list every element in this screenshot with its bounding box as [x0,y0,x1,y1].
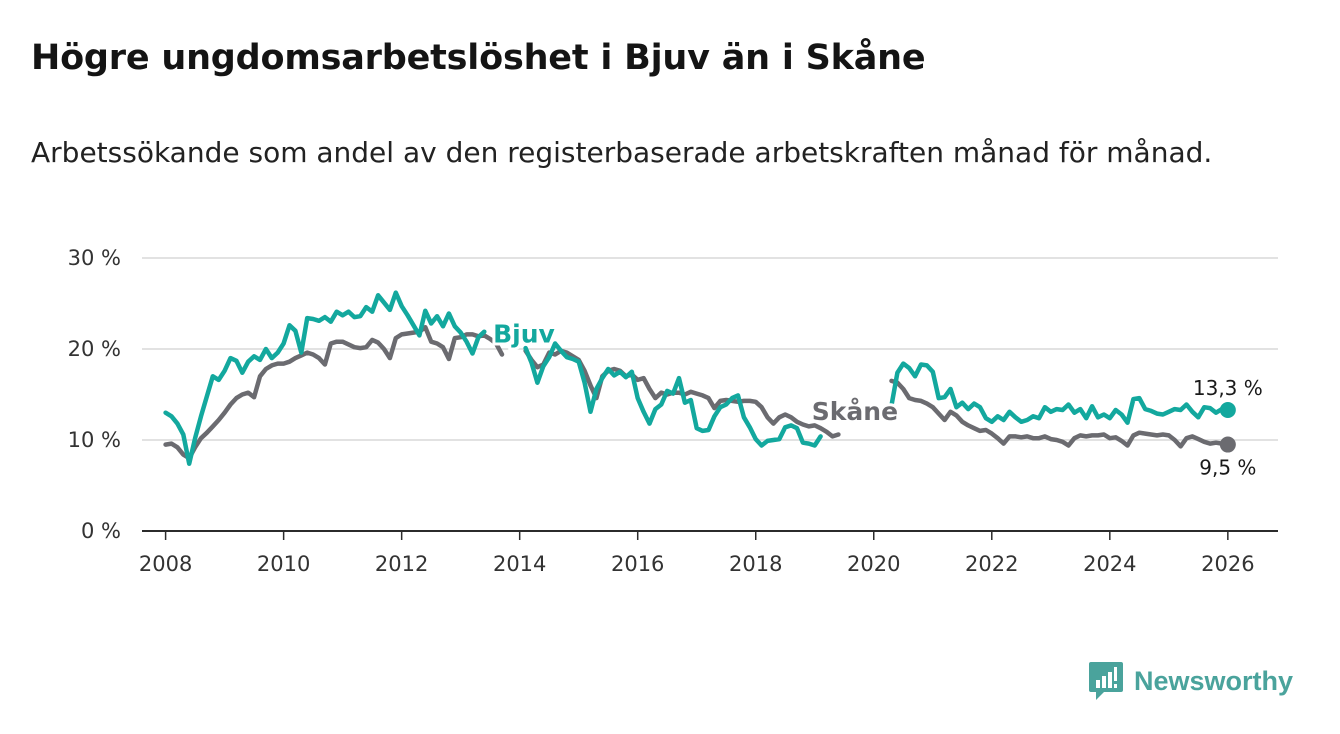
x-tick-label: 2016 [611,552,664,576]
series-bjuv [163,290,1236,466]
end-marker-skne [1219,436,1236,453]
x-tick-label: 2026 [1201,552,1254,576]
end-value-label-skane: 9,5 % [1199,456,1256,480]
newsworthy-icon [1089,662,1123,700]
series-line-bjuv [889,361,1231,425]
series-label-skane: Skåne [812,397,898,426]
series-skne [163,324,1236,461]
x-tick-label: 2008 [139,552,192,576]
x-tick-label: 2014 [493,552,546,576]
x-tick-label: 2018 [729,552,782,576]
chart-title: Högre ungdomsarbetslöshet i Bjuv än i Sk… [31,38,926,78]
x-tick-label: 2024 [1083,552,1136,576]
series-line-skne [163,324,505,461]
newsworthy-logo: Newsworthy [1088,660,1293,702]
x-axis: 2008 2010 2012 2014 2016 2018 2020 2022 2024 2026 [139,530,1278,576]
series-line-bjuv [163,290,487,466]
series-label-bjuv: Bjuv [493,320,555,349]
series-line-skne [889,378,1231,449]
brand-name: Newsworthy [1134,665,1294,696]
x-tick-label: 2022 [965,552,1018,576]
labels: Bjuv Skåne 13,3 % 9,5 % [490,317,1263,480]
series-line-bjuv [523,341,823,448]
chart-subtitle: Arbetssökande som andel av den registerb… [31,136,1213,169]
line-chart: 0 % 10 % 20 % 30 % 2008 2010 2012 2014 2016 2018… [68,246,1278,576]
y-tick-label: 10 % [68,428,121,452]
y-tick-label: 20 % [68,337,121,361]
y-tick-label: 30 % [68,246,121,270]
series [163,290,1236,466]
end-value-label-bjuv: 13,3 % [1193,376,1263,400]
x-tick-label: 2010 [257,552,310,576]
y-tick-label: 0 % [81,519,121,543]
x-tick-label: 2020 [847,552,900,576]
end-marker-bjuv [1219,401,1236,418]
x-tick-label: 2012 [375,552,428,576]
